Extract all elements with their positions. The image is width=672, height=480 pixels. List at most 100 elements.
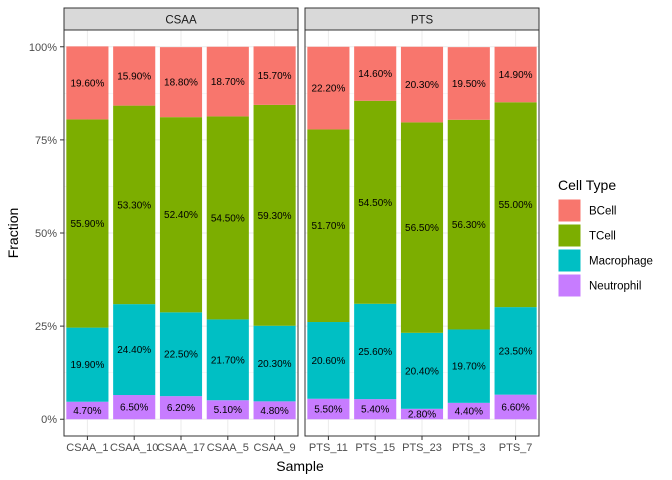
- legend-label: Macrophage: [589, 256, 653, 268]
- x-tick-label: CSAA_1: [66, 442, 108, 454]
- y-tick-label: 75%: [35, 135, 57, 147]
- x-tick-label: PTS_3: [452, 442, 486, 454]
- data-label: 22.50%: [164, 350, 198, 361]
- bar-segment-bcell: [66, 46, 109, 120]
- bar-segment-tcell: [253, 104, 296, 326]
- legend-title: Cell Type: [558, 177, 616, 193]
- legend-key-neutrophil: [557, 273, 582, 298]
- facet-panel-csaa: CSAA 4.70% 19.90% 55.90% 19.60% CSAA_1 6.50% 24…: [63, 7, 299, 454]
- bar-segment-macrophage: [253, 325, 296, 402]
- bar-segment-macrophage: [307, 322, 350, 399]
- data-label: 59.30%: [258, 211, 292, 222]
- data-label: 20.30%: [405, 80, 439, 91]
- data-label: 54.50%: [358, 198, 392, 209]
- data-label: 5.10%: [214, 405, 242, 416]
- x-tick-label: CSAA_17: [157, 442, 205, 454]
- bar-segment-neutrophil: [400, 408, 444, 420]
- bar-segment-tcell: [159, 117, 203, 313]
- y-axis-title: Fraction: [5, 208, 21, 259]
- bar-segment-tcell: [66, 119, 109, 328]
- data-label: 6.60%: [501, 402, 529, 413]
- legend-label: TCell: [589, 231, 616, 243]
- bar-segment-neutrophil: [206, 400, 249, 420]
- data-label: 14.90%: [499, 70, 533, 81]
- data-label: 55.00%: [499, 200, 533, 211]
- bar-segment-tcell: [113, 105, 156, 305]
- data-label: 15.90%: [117, 72, 151, 83]
- x-tick-label: CSAA_10: [110, 442, 158, 454]
- data-label: 20.60%: [311, 356, 345, 367]
- facet-strip-label: PTS: [411, 15, 434, 27]
- y-axis: 0% 25% 50% 75% 100%: [29, 42, 64, 426]
- bar-segment-neutrophil: [253, 401, 296, 420]
- data-label: 54.50%: [211, 213, 245, 224]
- data-label: 4.40%: [455, 407, 483, 418]
- bar-segment-bcell: [400, 46, 444, 123]
- data-label: 6.50%: [120, 403, 148, 414]
- facet-strip-label: CSAA: [165, 15, 197, 27]
- bar-segment-macrophage: [494, 307, 537, 395]
- data-label: 2.80%: [408, 410, 436, 421]
- legend-label: BCell: [589, 206, 616, 218]
- bar-segment-neutrophil: [494, 394, 537, 420]
- bar-segment-macrophage: [206, 319, 249, 401]
- bar-segment-neutrophil: [354, 399, 397, 420]
- data-label: 5.40%: [361, 405, 389, 416]
- data-label: 14.60%: [358, 69, 392, 80]
- y-tick-label: 25%: [35, 321, 57, 333]
- x-tick-label: CSAA_9: [253, 442, 295, 454]
- y-tick-label: 0%: [41, 414, 57, 426]
- data-label: 20.30%: [258, 359, 292, 370]
- data-label: 15.70%: [258, 71, 292, 82]
- data-label: 56.50%: [405, 223, 439, 234]
- bar-segment-macrophage: [354, 303, 397, 400]
- data-label: 51.70%: [311, 221, 345, 232]
- bar-segment-bcell: [354, 46, 397, 101]
- data-label: 25.60%: [358, 347, 392, 358]
- bar-segment-neutrophil: [66, 401, 109, 420]
- data-label: 6.20%: [167, 403, 195, 414]
- x-tick-label: PTS_7: [499, 442, 533, 454]
- bar-segment-macrophage: [113, 304, 156, 396]
- legend-label: Neutrophil: [589, 281, 641, 293]
- data-label: 19.50%: [452, 79, 486, 90]
- x-tick-label: PTS_23: [402, 442, 442, 454]
- data-label: 55.90%: [70, 219, 104, 230]
- bar-segment-bcell: [494, 46, 537, 103]
- bar-segment-tcell: [307, 129, 350, 323]
- data-label: 23.50%: [499, 346, 533, 357]
- bar-segment-macrophage: [400, 332, 444, 409]
- data-label: 53.30%: [117, 200, 151, 211]
- bar-segment-tcell: [354, 100, 397, 304]
- x-axis-title: Sample: [276, 458, 324, 474]
- data-label: 4.80%: [260, 406, 288, 417]
- data-label: 19.70%: [452, 362, 486, 373]
- y-tick-label: 50%: [35, 228, 57, 240]
- bar-segment-neutrophil: [307, 398, 350, 420]
- data-label: 18.80%: [164, 78, 198, 89]
- legend-key-tcell: [557, 223, 582, 248]
- bar-segment-bcell: [113, 46, 156, 106]
- data-label: 52.40%: [164, 210, 198, 221]
- bar-segment-macrophage: [66, 327, 109, 402]
- bar-segment-macrophage: [447, 329, 490, 403]
- data-label: 4.70%: [73, 406, 101, 417]
- data-label: 21.70%: [211, 355, 245, 366]
- bar-segment-bcell: [253, 46, 296, 105]
- bar-segment-neutrophil: [113, 395, 156, 420]
- data-label: 19.90%: [70, 360, 104, 371]
- panel-border: [304, 29, 540, 437]
- bar-segment-macrophage: [159, 312, 203, 397]
- bar-segment-tcell: [400, 122, 444, 333]
- x-tick-label: PTS_15: [355, 442, 395, 454]
- facet-panel-pts: PTS 5.50% 20.60% 51.70% 22.20% PTS_11 5.40% 25.…: [304, 7, 540, 454]
- bar-segment-tcell: [494, 102, 537, 308]
- bar-segment-bcell: [206, 46, 249, 117]
- facet-panels: CSAA 4.70% 19.90% 55.90% 19.60% CSAA_1 6.50% 24…: [63, 7, 540, 454]
- legend: Cell Type BCell TCell Macrophage Neutrophil: [557, 177, 653, 298]
- bar-segment-tcell: [206, 116, 249, 320]
- bar-segment-bcell: [307, 46, 350, 130]
- y-tick-label: 100%: [29, 42, 57, 54]
- data-label: 19.60%: [70, 78, 104, 89]
